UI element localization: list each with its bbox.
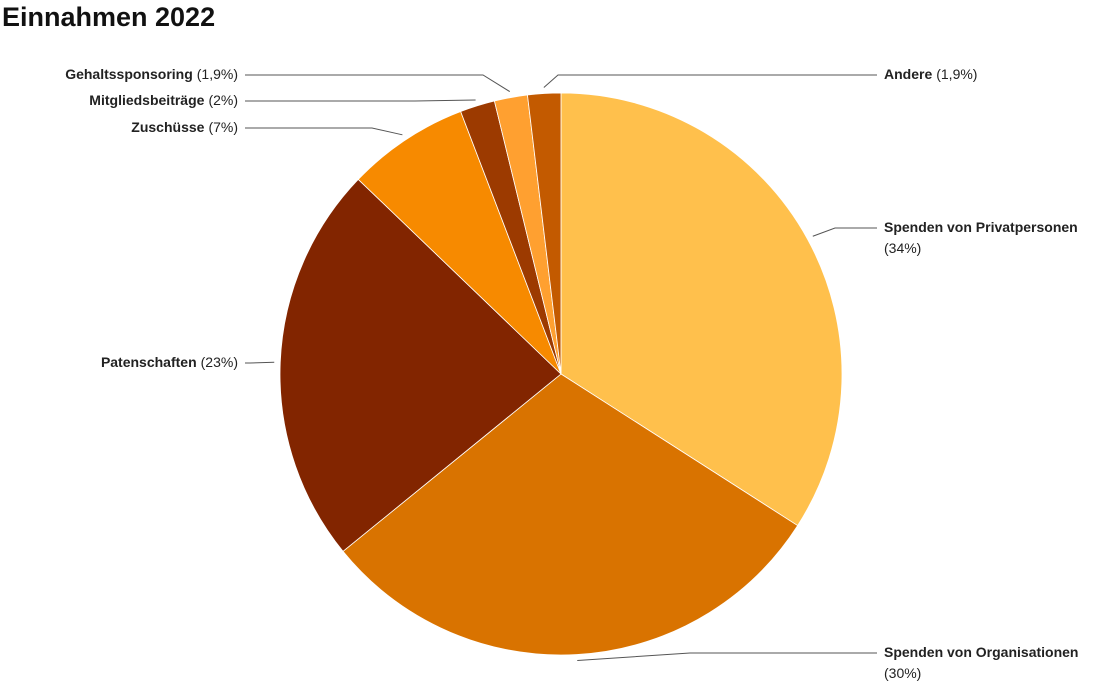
slice-label: Andere (1,9%) [884,66,977,82]
slice-label: Gehaltssponsoring (1,9%) [65,66,238,82]
leader-line [577,652,877,662]
category-label: Spenden von Privatpersonen [884,219,1078,235]
category-label: Andere [884,66,932,82]
pie-slice [279,178,562,552]
value-label: (1,9%) [936,66,977,82]
slice-label: Mitgliedsbeiträge (2%) [89,92,238,108]
category-label: Spenden von Organisationen [884,644,1078,660]
value-label: (7%) [208,119,238,135]
category-label: Patenschaften [101,354,197,370]
slice-label: Zuschüsse (7%) [131,119,238,135]
slice-label: Spenden von Privatpersonen (34%) [884,219,1078,256]
slice-label: Patenschaften (23%) [101,354,238,370]
leader-line [245,127,403,136]
leader-line [245,99,476,102]
leader-line [812,227,877,237]
category-label: Gehaltssponsoring [65,66,193,82]
leader-line [543,74,877,88]
value-label: (23%) [201,354,238,370]
leader-line [245,74,511,93]
value-label: (34%) [884,240,921,256]
value-label: (30%) [884,665,921,681]
category-label: Mitgliedsbeiträge [89,92,204,108]
category-label: Zuschüsse [131,119,204,135]
pie-slice [527,92,562,375]
pie-slice [357,111,562,375]
pie-slice [560,92,843,527]
value-label: (2%) [208,92,238,108]
chart-title: Einnahmen 2022 [2,2,215,32]
leader-line [245,361,275,364]
value-label: (1,9%) [197,66,238,82]
pie-slice [342,373,799,656]
slice-label: Spenden von Organisationen (30%) [884,644,1078,681]
